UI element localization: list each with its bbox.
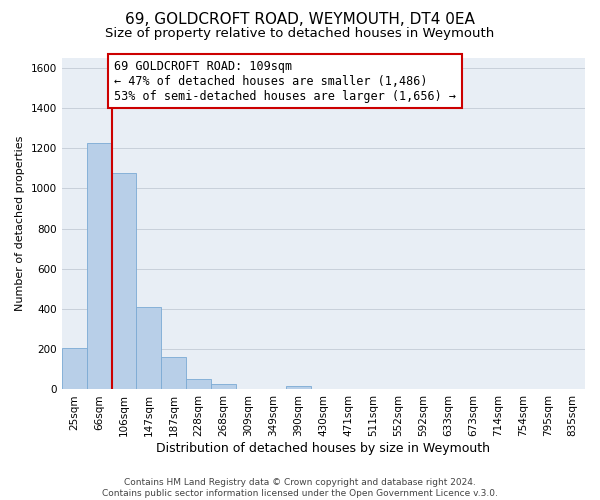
Bar xyxy=(211,384,236,390)
Text: 69, GOLDCROFT ROAD, WEYMOUTH, DT4 0EA: 69, GOLDCROFT ROAD, WEYMOUTH, DT4 0EA xyxy=(125,12,475,28)
Bar xyxy=(62,348,86,390)
Text: 69 GOLDCROFT ROAD: 109sqm
← 47% of detached houses are smaller (1,486)
53% of se: 69 GOLDCROFT ROAD: 109sqm ← 47% of detac… xyxy=(114,60,456,102)
Bar xyxy=(286,386,311,390)
Bar xyxy=(112,173,136,390)
Bar xyxy=(136,307,161,390)
Text: Size of property relative to detached houses in Weymouth: Size of property relative to detached ho… xyxy=(106,28,494,40)
Bar xyxy=(186,379,211,390)
X-axis label: Distribution of detached houses by size in Weymouth: Distribution of detached houses by size … xyxy=(157,442,490,455)
Bar xyxy=(161,358,186,390)
Text: Contains HM Land Registry data © Crown copyright and database right 2024.
Contai: Contains HM Land Registry data © Crown c… xyxy=(102,478,498,498)
Bar xyxy=(86,143,112,390)
Y-axis label: Number of detached properties: Number of detached properties xyxy=(15,136,25,311)
